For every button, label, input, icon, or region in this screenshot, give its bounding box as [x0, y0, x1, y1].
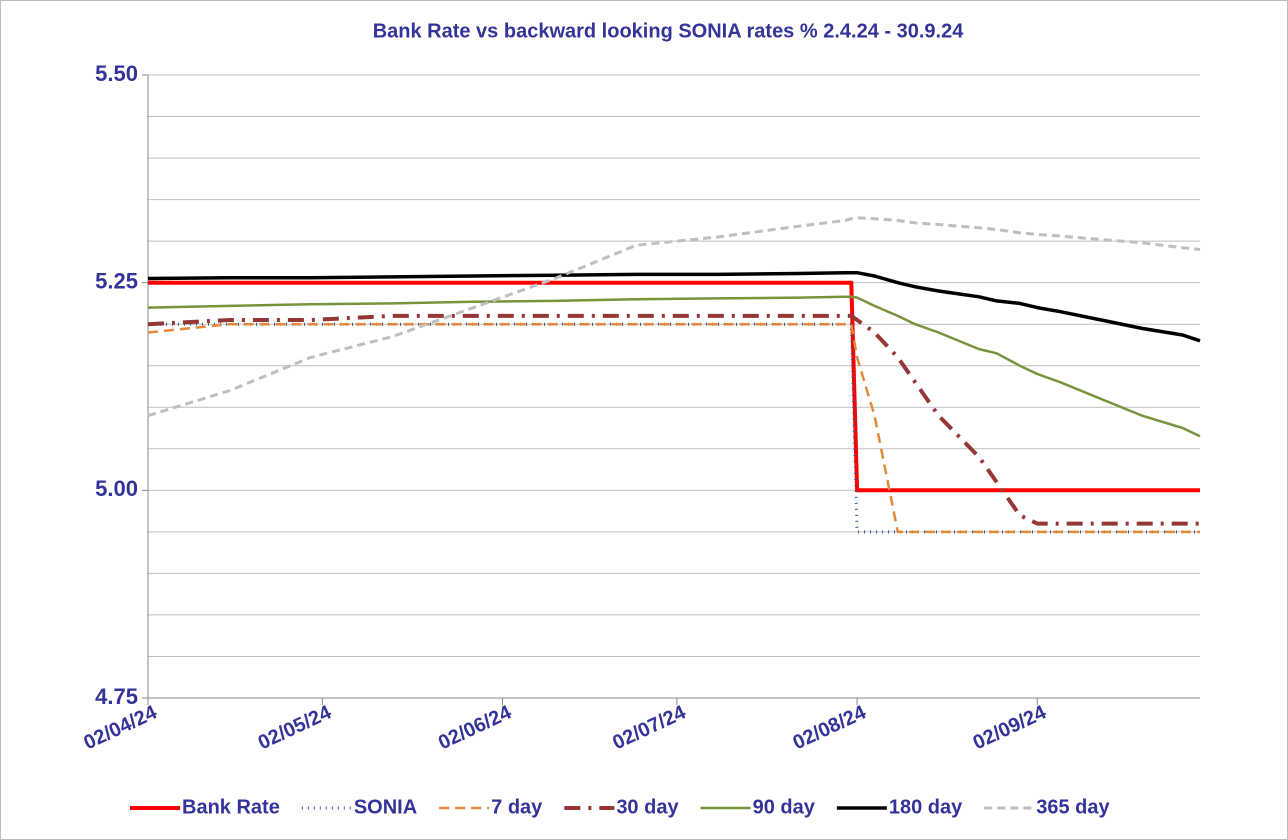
- legend-label: 365 day: [1036, 796, 1110, 818]
- legend-label: 90 day: [753, 796, 816, 818]
- series-line: [147, 270, 1201, 343]
- y-tick-label: 5.00: [95, 476, 138, 501]
- legend-label: Bank Rate: [182, 796, 280, 818]
- legend-label: 30 day: [616, 796, 679, 818]
- series-line: [147, 295, 1201, 438]
- y-tick-label: 4.75: [95, 684, 138, 709]
- legend-label: 180 day: [889, 796, 963, 818]
- y-tick-label: 5.50: [95, 61, 138, 86]
- legend: Bank Rate SONIA 7 day 30 day 90 day 180 day 36…: [130, 796, 1111, 818]
- series-line: [148, 280, 1200, 493]
- chart-title: Bank Rate vs backward looking SONIA rate…: [373, 20, 965, 42]
- series-line: [147, 216, 1201, 418]
- series-line: [147, 313, 1200, 526]
- legend-label: SONIA: [354, 796, 417, 818]
- series-line: [147, 322, 1200, 534]
- y-tick-label: 5.25: [95, 268, 138, 293]
- legend-label: 7 day: [491, 796, 543, 818]
